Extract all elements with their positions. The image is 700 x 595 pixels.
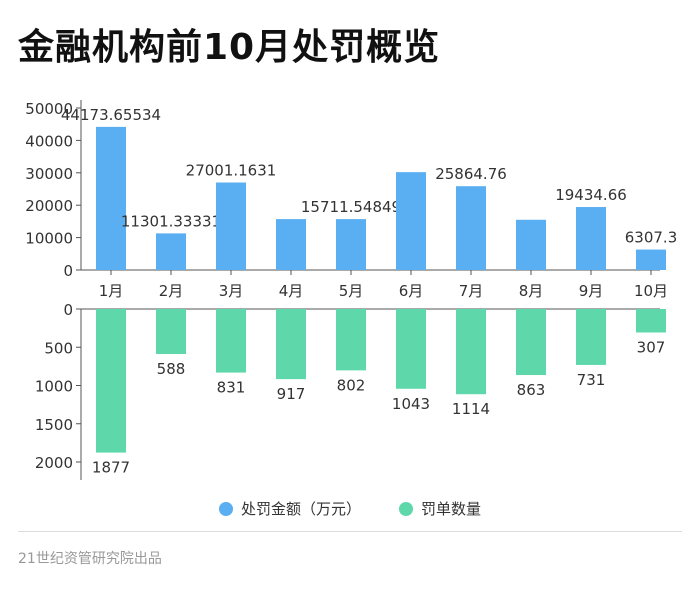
count-bar bbox=[576, 309, 606, 365]
chart-title: 金融机构前10月处罚概览 bbox=[18, 27, 441, 68]
bottom-y-tick-label: 1500 bbox=[35, 416, 73, 434]
amount-bar bbox=[276, 219, 306, 270]
amount-bar bbox=[96, 126, 126, 271]
count-data-label: 917 bbox=[277, 385, 306, 403]
amount-bar bbox=[216, 182, 246, 270]
x-tick-label: 10月 bbox=[634, 282, 668, 300]
amount-bar bbox=[576, 207, 606, 270]
count-data-label: 588 bbox=[157, 360, 186, 378]
legend-item-amount[interactable]: 处罚金额（万元） bbox=[218, 498, 361, 519]
legend-count-swatch bbox=[399, 501, 413, 516]
count-data-label: 863 bbox=[517, 381, 546, 399]
amount-data-label: 19434.66 bbox=[555, 186, 627, 204]
count-bar bbox=[156, 309, 186, 354]
legend-amount-label: 处罚金额（万元） bbox=[240, 500, 361, 518]
amount-bar bbox=[396, 172, 426, 270]
amount-data-label: 6307.3 bbox=[625, 229, 678, 247]
top-y-tick-label: 10000 bbox=[25, 230, 73, 248]
x-tick-label: 3月 bbox=[219, 282, 244, 300]
source-credit: 21世纪资管研究院出品 bbox=[18, 551, 162, 567]
count-data-label: 802 bbox=[337, 376, 366, 394]
dual-bar-chart: 0 10000 20000 30000 40000 50000 0 500 1000 1500 20… bbox=[25, 100, 678, 480]
count-bar bbox=[276, 309, 306, 380]
top-y-tick-label: 50000 bbox=[25, 100, 73, 118]
x-tick-label: 7月 bbox=[459, 282, 484, 300]
count-data-label: 1877 bbox=[92, 459, 130, 477]
count-data-label: 731 bbox=[577, 371, 606, 389]
count-bar bbox=[516, 309, 546, 376]
amount-data-label: 25864.76 bbox=[435, 165, 507, 183]
bottom-y-tick-label: 1000 bbox=[35, 378, 73, 396]
legend-amount-swatch bbox=[218, 501, 233, 516]
amount-bar bbox=[636, 249, 666, 270]
count-data-label: 1043 bbox=[392, 395, 430, 413]
amount-data-label: 11301.33331 bbox=[121, 212, 221, 230]
top-y-tick-label: 20000 bbox=[25, 197, 73, 215]
bottom-y-tick-label: 500 bbox=[44, 339, 73, 357]
count-bar bbox=[96, 309, 126, 453]
count-bar bbox=[396, 309, 426, 389]
count-bar bbox=[336, 309, 366, 371]
top-y-tick-label: 30000 bbox=[25, 165, 73, 183]
amount-bar bbox=[456, 186, 486, 270]
top-y-tick-label: 0 bbox=[63, 262, 73, 280]
legend: 处罚金额（万元） 罚单数量 bbox=[0, 498, 700, 519]
amount-data-label: 27001.1631 bbox=[186, 162, 277, 180]
legend-count-label: 罚单数量 bbox=[421, 500, 482, 518]
count-data-label: 1114 bbox=[452, 400, 490, 418]
x-tick-label: 2月 bbox=[159, 282, 184, 300]
x-tick-label: 4月 bbox=[279, 282, 304, 300]
legend-item-count[interactable]: 罚单数量 bbox=[399, 498, 481, 519]
amount-bar bbox=[336, 219, 366, 270]
bottom-y-tick-label: 0 bbox=[63, 301, 73, 319]
amount-bar bbox=[516, 219, 546, 270]
amount-data-label: 44173.65534 bbox=[61, 106, 161, 124]
footer-divider bbox=[18, 531, 682, 532]
x-tick-label: 1月 bbox=[99, 282, 124, 300]
amount-data-label: 15711.54849 bbox=[301, 198, 401, 216]
count-data-label: 831 bbox=[217, 379, 246, 397]
count-bar bbox=[216, 309, 246, 373]
count-bar bbox=[636, 309, 666, 333]
bottom-y-tick-label: 2000 bbox=[35, 454, 73, 472]
amount-bar bbox=[156, 233, 186, 270]
x-tick-label: 5月 bbox=[339, 282, 364, 300]
count-bar bbox=[456, 309, 486, 395]
count-data-label: 307 bbox=[637, 338, 666, 356]
x-tick-label: 9月 bbox=[579, 282, 604, 300]
top-y-tick-label: 40000 bbox=[25, 132, 73, 150]
x-tick-label: 8月 bbox=[519, 282, 544, 300]
x-tick-label: 6月 bbox=[399, 282, 424, 300]
